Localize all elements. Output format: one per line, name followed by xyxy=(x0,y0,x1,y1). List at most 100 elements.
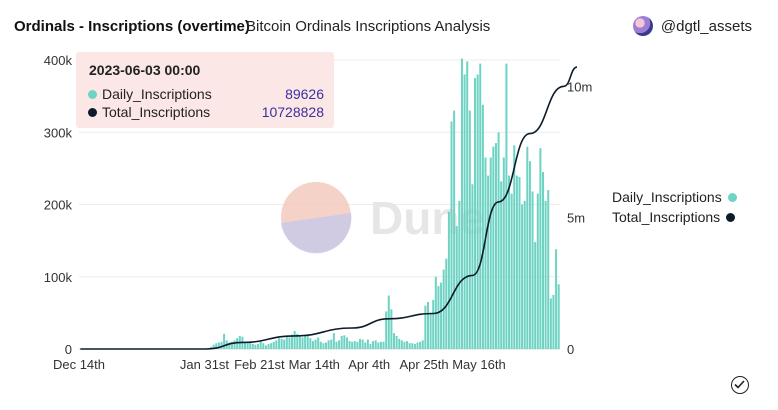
daily-bar xyxy=(254,344,257,349)
daily-bar xyxy=(361,339,364,349)
daily-bar xyxy=(453,110,456,349)
daily-bar xyxy=(267,343,270,349)
daily-bar xyxy=(257,343,260,349)
daily-bar xyxy=(215,343,218,349)
tooltip-daily-value: 89626 xyxy=(285,86,324,102)
daily-bar xyxy=(285,336,288,349)
daily-bar xyxy=(542,171,545,349)
daily-bar xyxy=(296,333,299,349)
daily-bar xyxy=(280,338,283,349)
daily-bar xyxy=(243,341,247,349)
daily-bar xyxy=(233,340,236,349)
daily-bar xyxy=(479,63,482,350)
daily-bar xyxy=(377,342,380,349)
daily-bar xyxy=(510,193,513,349)
daily-bar xyxy=(450,121,453,349)
daily-bar xyxy=(366,339,369,349)
dune-watermark: Dune xyxy=(370,192,485,244)
daily-bar xyxy=(458,200,461,349)
daily-bar xyxy=(314,339,317,349)
daily-bar xyxy=(330,339,333,349)
x-tick-label: Apr 4th xyxy=(348,357,390,372)
daily-bar xyxy=(437,286,440,349)
daily-bar xyxy=(447,211,450,349)
tooltip-daily-swatch xyxy=(88,89,97,99)
daily-bar xyxy=(325,342,328,349)
chart-tooltip: 2023-06-03 00:00 Daily_Inscriptions 8962… xyxy=(76,52,334,128)
daily-bar xyxy=(212,344,215,349)
daily-bar xyxy=(406,341,409,349)
daily-bar xyxy=(356,341,359,349)
y-left-tick-label: 100k xyxy=(44,270,73,285)
legend-item-daily[interactable]: Daily_Inscriptions xyxy=(612,187,737,207)
daily-bar xyxy=(293,330,296,349)
daily-bar xyxy=(424,305,427,349)
x-tick-label: Mar 14th xyxy=(289,357,340,372)
tooltip-row-total: Total_Inscriptions 10728828 xyxy=(88,103,324,121)
daily-bar xyxy=(508,175,511,349)
legend-daily-swatch xyxy=(727,192,737,202)
daily-bar xyxy=(369,343,372,349)
daily-bar xyxy=(277,338,280,349)
daily-bar xyxy=(521,204,524,349)
daily-bar xyxy=(413,343,416,349)
daily-bar xyxy=(471,184,474,349)
daily-bar xyxy=(440,282,443,349)
daily-bar xyxy=(547,190,550,349)
daily-bar xyxy=(426,302,429,349)
daily-bar xyxy=(552,294,555,349)
daily-bar xyxy=(327,340,330,349)
daily-bar xyxy=(549,298,552,349)
daily-bar xyxy=(419,341,422,349)
daily-bar xyxy=(251,343,254,349)
daily-bar xyxy=(395,335,398,349)
daily-bar xyxy=(301,337,304,349)
daily-bar xyxy=(236,338,239,349)
verified-check-icon[interactable] xyxy=(731,376,749,394)
daily-bar xyxy=(531,191,534,349)
daily-bar xyxy=(353,341,356,349)
daily-bar xyxy=(481,104,484,349)
daily-bar xyxy=(505,63,508,350)
daily-bar xyxy=(390,309,393,349)
tooltip-total-label: Total_Inscriptions xyxy=(102,104,211,120)
dune-logo-shade xyxy=(281,213,352,254)
daily-bar xyxy=(311,341,314,349)
daily-bar xyxy=(338,340,341,349)
x-tick-label: Apr 25th xyxy=(399,357,448,372)
x-tick-label: Dec 14th xyxy=(53,357,105,372)
daily-bar xyxy=(528,161,531,349)
y-right-tick-label: 5m xyxy=(567,211,585,226)
x-tick-label: May 16th xyxy=(452,357,505,372)
daily-bar xyxy=(515,175,518,349)
daily-bar xyxy=(322,343,325,349)
daily-bar xyxy=(272,341,275,349)
legend-total-swatch xyxy=(726,212,736,222)
daily-bar xyxy=(382,341,385,349)
legend-item-total[interactable]: Total_Inscriptions xyxy=(612,207,737,227)
daily-bar xyxy=(275,340,278,349)
daily-bar xyxy=(210,346,213,349)
author-link[interactable]: @dgtl_assets xyxy=(632,16,752,36)
daily-bar xyxy=(536,193,539,349)
daily-bar xyxy=(497,132,500,349)
chart-header: Ordinals - Inscriptions (overtime) Bitco… xyxy=(14,16,764,40)
daily-bar xyxy=(262,343,265,349)
tooltip-total-swatch xyxy=(88,107,97,117)
daily-bar xyxy=(230,341,233,349)
daily-bar xyxy=(468,110,471,349)
daily-bar xyxy=(489,157,492,349)
daily-bar xyxy=(228,342,231,349)
author-avatar xyxy=(632,16,653,36)
daily-bar xyxy=(220,341,223,349)
daily-bar xyxy=(288,337,291,349)
daily-bar xyxy=(476,74,479,349)
daily-bar xyxy=(291,334,294,349)
legend-daily-label: Daily_Inscriptions xyxy=(612,189,722,205)
daily-bar xyxy=(523,200,526,349)
daily-bar xyxy=(392,333,396,349)
daily-bar xyxy=(487,175,490,349)
daily-bar xyxy=(513,145,516,349)
daily-bar xyxy=(304,335,307,349)
